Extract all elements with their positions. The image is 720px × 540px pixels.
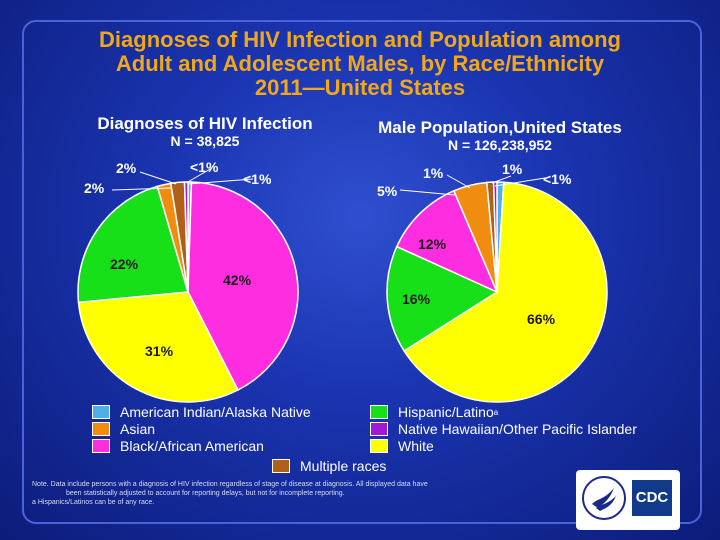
legend-swatch-black	[92, 439, 110, 453]
legend-label-asian: Asian	[120, 421, 156, 437]
pie-slice-1-black	[395, 189, 499, 294]
footnote-line-3: a Hispanics/Latinos can be of any race.	[32, 499, 155, 506]
legend-label-white: White	[398, 438, 434, 454]
right-label-american-indian: 1%	[502, 161, 523, 177]
pie-slice-0-hispanic	[77, 185, 189, 304]
right-label-asian: 5%	[377, 183, 398, 199]
footnote-line-1: Note. Data include persons with a diagno…	[32, 481, 428, 488]
left-label-black: 42%	[223, 272, 252, 288]
leader-line-0-1	[185, 167, 213, 184]
left-chart-title: Diagnoses of HIV Infection	[97, 114, 313, 133]
legend-white: White	[370, 438, 434, 454]
pie-slice-0-black	[187, 181, 299, 392]
leader-line-1-1	[491, 175, 512, 184]
right-chart-title: Male Population,United States	[378, 118, 622, 137]
slide-title: Diagnoses of HIV Infection and Populatio…	[30, 28, 690, 100]
legend-swatch-white	[370, 439, 388, 453]
legend-american-indian: American Indian/Alaska Native	[92, 404, 311, 420]
left-chart-n: N = 38,825	[170, 133, 240, 149]
right-label-hispanic: 16%	[402, 291, 431, 307]
legend-hispanic: Hispanic/Latino a	[370, 404, 498, 420]
legend-nhopi: Native Hawaiian/Other Pacific Islander	[370, 421, 637, 437]
footnote: Note. Data include persons with a diagno…	[32, 480, 542, 507]
hhs-eagle-icon	[592, 488, 616, 511]
legend-swatch-nhopi	[370, 422, 388, 436]
left-label-white: 31%	[145, 343, 174, 359]
pie-slice-1-hispanic	[386, 245, 499, 352]
left-label-multiple: 2%	[116, 160, 137, 176]
leader-line-0-0	[187, 178, 254, 185]
legend-label-american-indian: American Indian/Alaska Native	[120, 404, 311, 420]
pie-slice-1-white	[403, 181, 608, 403]
slide-frame	[22, 20, 702, 524]
right-chart-n: N = 126,238,952	[448, 137, 552, 153]
right-label-white: 66%	[527, 311, 556, 327]
legend-asian: Asian	[92, 421, 155, 437]
legend-label-nhopi: Native Hawaiian/Other Pacific Islander	[398, 421, 637, 437]
legend-swatch-american-indian	[92, 405, 110, 419]
footnote-line-2: been statistically adjusted to account f…	[66, 490, 345, 497]
legend-swatch-asian	[92, 422, 110, 436]
legend-label-hispanic: Hispanic/Latino	[398, 404, 494, 420]
right-label-nhopi: <1%	[543, 171, 572, 187]
title-line-1: Diagnoses of HIV Infection and Populatio…	[99, 27, 621, 52]
right-chart-heading: Male Population,United States N = 126,23…	[355, 118, 645, 153]
title-line-3: 2011—United States	[254, 75, 466, 100]
leader-line-1-0	[494, 177, 546, 187]
legend-multiple: Multiple races	[272, 458, 386, 474]
cdc-logo: CDC	[576, 470, 680, 530]
legend-swatch-multiple	[272, 459, 290, 473]
leader-line-0-3	[111, 187, 173, 191]
left-label-nhopi: <1%	[190, 159, 219, 175]
legend-swatch-hispanic	[370, 405, 388, 419]
legend-black: Black/African American	[92, 438, 264, 454]
right-label-multiple: 1%	[423, 165, 444, 181]
right-label-black: 12%	[418, 236, 447, 252]
title-line-2: Adult and Adolescent Males, by Race/Ethn…	[115, 51, 605, 76]
left-chart-heading: Diagnoses of HIV Infection N = 38,825	[70, 114, 340, 149]
left-label-asian: 2%	[84, 180, 105, 196]
leader-line-1-3	[399, 189, 456, 196]
left-label-hispanic: 22%	[110, 256, 139, 272]
leader-line-1-2	[446, 174, 471, 189]
cdc-wordmark: CDC	[632, 480, 672, 516]
legend-hispanic-footnote: a	[493, 407, 499, 417]
leader-line-0-2	[139, 171, 177, 185]
legend-label-multiple: Multiple races	[300, 458, 387, 474]
left-label-american-indian: <1%	[243, 171, 272, 187]
hhs-seal-icon	[582, 476, 626, 520]
pie-slice-0-white	[77, 291, 239, 403]
legend-label-black: Black/African American	[120, 438, 264, 454]
